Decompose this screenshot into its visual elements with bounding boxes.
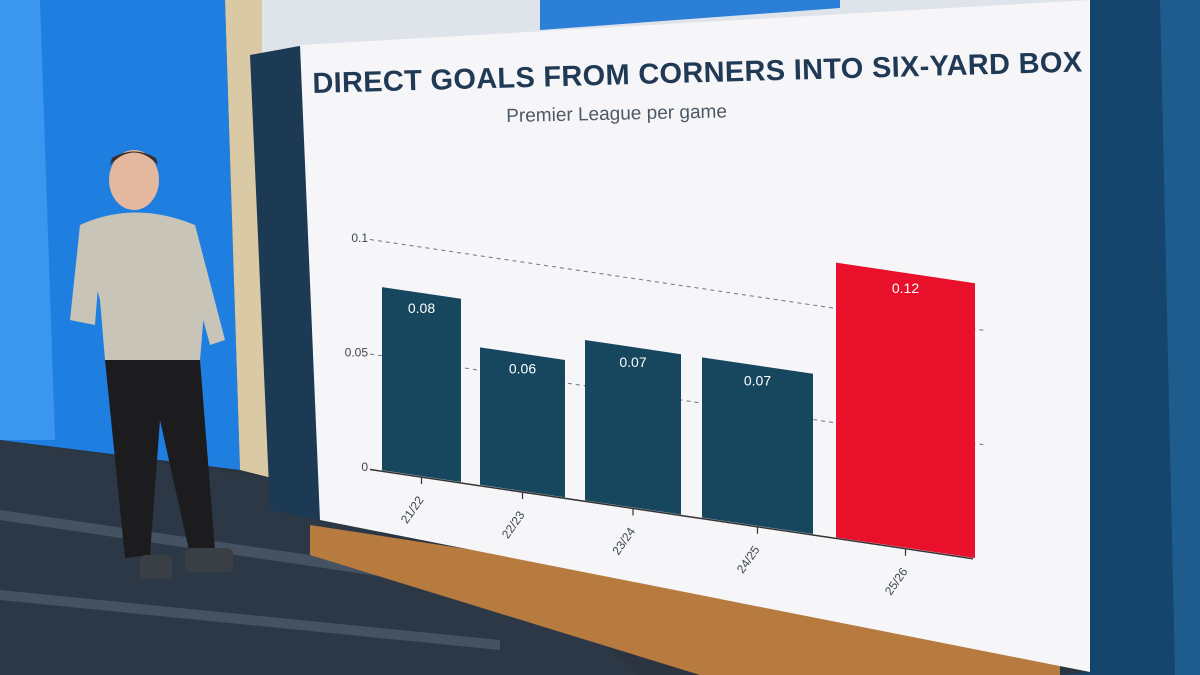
y-tick-label: 0 bbox=[361, 460, 368, 474]
category-label: 24/25 bbox=[734, 543, 763, 576]
category-label: 21/22 bbox=[398, 493, 427, 526]
screen-frame-left bbox=[250, 45, 320, 520]
bar-value-label: 0.06 bbox=[509, 361, 536, 377]
bar bbox=[585, 340, 681, 515]
category-label: 23/24 bbox=[609, 525, 638, 558]
floor-stripe-2 bbox=[0, 590, 500, 650]
studio-top-panel bbox=[540, 0, 840, 30]
bar bbox=[480, 347, 565, 498]
bar-value-label: 0.12 bbox=[892, 280, 919, 296]
y-tick-label: 0.1 bbox=[351, 231, 368, 245]
studio-panel-left bbox=[0, 0, 55, 440]
bar bbox=[836, 262, 975, 558]
bar-value-label: 0.08 bbox=[408, 300, 435, 316]
category-label: 22/23 bbox=[499, 508, 528, 541]
bar bbox=[702, 357, 813, 535]
bar bbox=[382, 287, 461, 482]
presenter-figure bbox=[70, 150, 233, 579]
category-label: 25/26 bbox=[882, 565, 911, 598]
bar-value-label: 0.07 bbox=[619, 354, 646, 370]
screen-frame-right-edge bbox=[1160, 0, 1200, 675]
bar-value-label: 0.07 bbox=[744, 373, 771, 389]
x-axis-line bbox=[369, 468, 974, 560]
wooden-plinth bbox=[310, 525, 1060, 675]
y-tick-label: 0.05 bbox=[345, 346, 369, 360]
